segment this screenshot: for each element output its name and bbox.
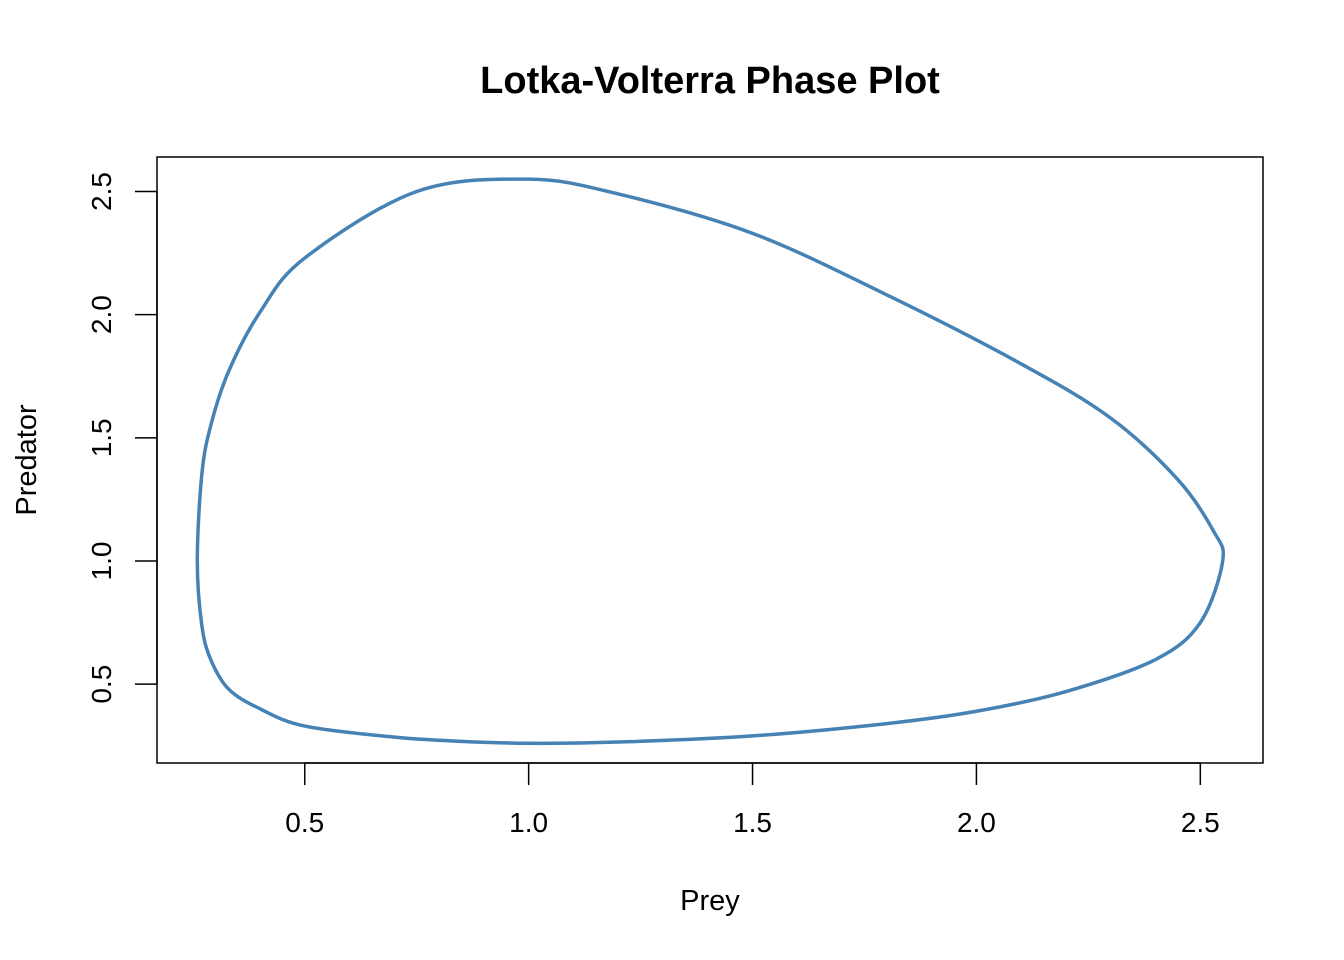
x-axis-label: Prey [680,885,740,917]
x-tick-label: 2.0 [957,807,996,838]
y-tick-label: 0.5 [86,665,117,704]
x-tick-label: 1.0 [509,807,548,838]
plot-frame [156,156,1264,764]
y-axis-label: Predator [11,404,43,516]
y-tick-label: 1.5 [86,418,117,457]
x-tick-label: 1.5 [733,807,772,838]
y-axis: 0.5 1.0 1.5 2.0 2.5 [86,172,158,704]
y-tick-label: 2.0 [86,295,117,334]
series-line-0 [195,177,1226,746]
chart-title: Lotka-Volterra Phase Plot [480,60,940,102]
x-tick-label: 2.5 [1181,807,1220,838]
x-axis: 0.5 1.0 1.5 2.0 2.5 [285,762,1220,838]
x-tick-label: 0.5 [285,807,324,838]
y-tick-label: 1.0 [86,542,117,581]
y-tick-label: 2.5 [86,172,117,211]
series-group [195,177,1226,746]
